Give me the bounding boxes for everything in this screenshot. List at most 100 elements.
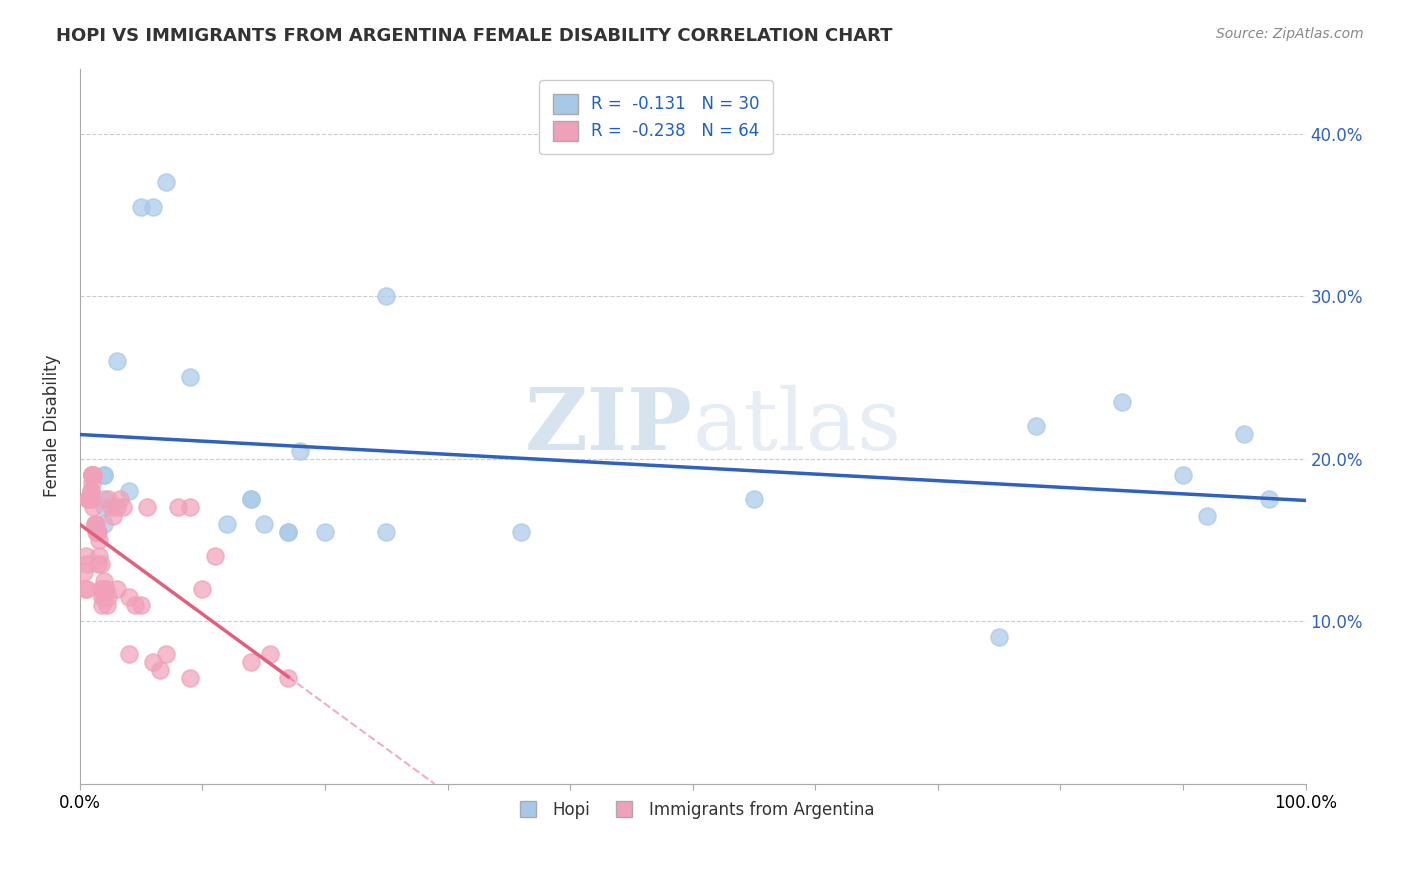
Point [87, 524, 110, 539]
Point [142, 655, 165, 669]
Point [82, 500, 104, 515]
Point [93, 467, 115, 482]
Point [77, 492, 100, 507]
Point [240, 492, 263, 507]
Point [111, 500, 134, 515]
Point [1171, 467, 1194, 482]
Point [89, 549, 111, 564]
Point [93, 516, 115, 531]
Point [110, 492, 132, 507]
Point [90, 558, 112, 572]
Point [96, 598, 118, 612]
Point [82, 476, 104, 491]
Point [1257, 492, 1279, 507]
Point [80, 484, 103, 499]
Point [277, 524, 299, 539]
Point [93, 574, 115, 588]
Point [136, 500, 159, 515]
Point [253, 516, 276, 531]
Point [79, 492, 101, 507]
Point [148, 663, 170, 677]
Point [82, 467, 104, 482]
Point [97, 590, 120, 604]
Point [93, 492, 115, 507]
Point [240, 492, 263, 507]
Point [105, 500, 128, 515]
Point [118, 590, 141, 604]
Text: ZIP: ZIP [524, 384, 693, 468]
Point [124, 598, 146, 612]
Point [94, 582, 117, 596]
Point [73, 582, 96, 596]
Point [89, 533, 111, 547]
Point [191, 582, 214, 596]
Point [87, 558, 110, 572]
Point [179, 671, 201, 685]
Point [82, 467, 104, 482]
Point [375, 289, 398, 303]
Point [155, 647, 177, 661]
Point [118, 647, 141, 661]
Point [100, 500, 122, 515]
Text: Source: ZipAtlas.com: Source: ZipAtlas.com [1216, 27, 1364, 41]
Point [91, 582, 114, 596]
Point [118, 484, 141, 499]
Point [101, 508, 124, 523]
Point [105, 354, 128, 368]
Point [259, 647, 281, 661]
Point [510, 524, 533, 539]
Point [277, 671, 299, 685]
Point [179, 370, 201, 384]
Point [79, 492, 101, 507]
Point [90, 598, 112, 612]
Point [988, 631, 1011, 645]
Point [82, 467, 104, 482]
Point [179, 500, 201, 515]
Point [1025, 419, 1047, 434]
Point [277, 524, 299, 539]
Point [93, 500, 115, 515]
Point [84, 516, 107, 531]
Point [72, 566, 94, 580]
Point [742, 492, 765, 507]
Point [83, 516, 105, 531]
Point [1197, 508, 1219, 523]
Point [93, 582, 115, 596]
Point [80, 484, 103, 499]
Point [82, 467, 104, 482]
Point [79, 492, 101, 507]
Point [167, 500, 190, 515]
Point [86, 524, 108, 539]
Point [83, 516, 105, 531]
Point [76, 558, 98, 572]
Text: atlas: atlas [693, 384, 901, 467]
Point [90, 582, 112, 596]
Point [129, 200, 152, 214]
Text: HOPI VS IMMIGRANTS FROM ARGENTINA FEMALE DISABILITY CORRELATION CHART: HOPI VS IMMIGRANTS FROM ARGENTINA FEMALE… [56, 27, 893, 45]
Point [375, 524, 398, 539]
Point [97, 492, 120, 507]
Point [76, 582, 98, 596]
Point [105, 582, 128, 596]
Point [84, 524, 107, 539]
Point [90, 590, 112, 604]
Y-axis label: Female Disability: Female Disability [44, 355, 60, 498]
Point [82, 467, 104, 482]
Point [1233, 427, 1256, 442]
Point [80, 492, 103, 507]
Point [93, 590, 115, 604]
Point [93, 467, 115, 482]
Point [82, 467, 104, 482]
Point [240, 655, 263, 669]
Legend: Hopi, Immigrants from Argentina: Hopi, Immigrants from Argentina [505, 794, 882, 825]
Point [290, 443, 312, 458]
Point [314, 524, 336, 539]
Point [204, 549, 226, 564]
Point [77, 492, 100, 507]
Point [142, 200, 165, 214]
Point [1111, 394, 1133, 409]
Point [75, 549, 97, 564]
Point [155, 175, 177, 189]
Point [129, 598, 152, 612]
Point [215, 516, 238, 531]
